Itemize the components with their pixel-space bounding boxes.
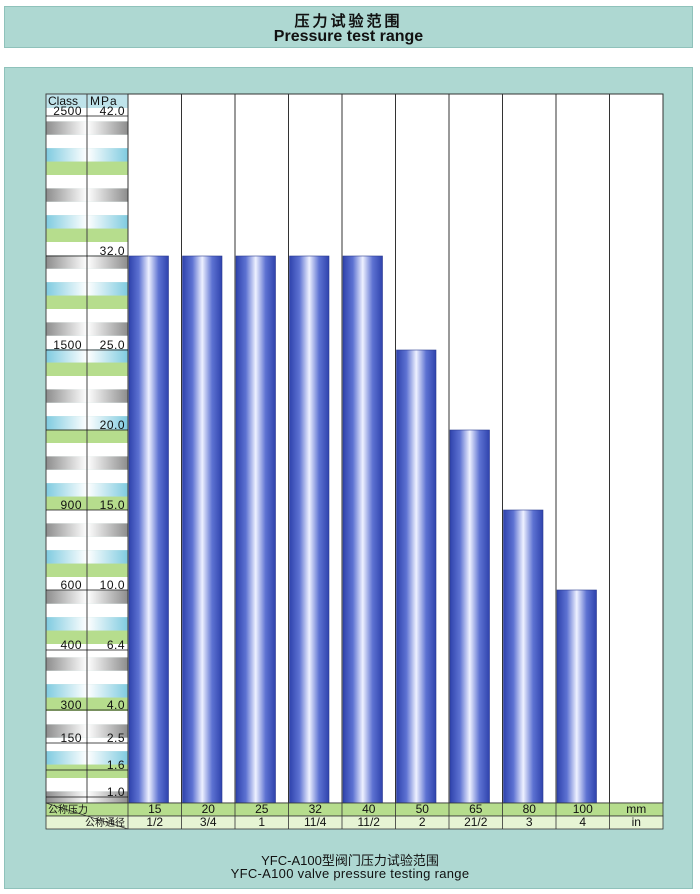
tick-mpa-1.0: 1.0 — [107, 785, 125, 799]
caption-chinese: YFC-A100型阀门压力试验范围 — [261, 853, 439, 868]
xtick-mm: 100 — [573, 802, 593, 816]
tick-mpa-20.0: 20.0 — [100, 418, 125, 432]
xtick-in: 4 — [579, 815, 586, 829]
xtick-mm: 80 — [523, 802, 537, 816]
xlabel-nominal-diameter: 公称通径 — [85, 816, 125, 829]
xtick-in: 3 — [526, 815, 533, 829]
caption-english: YFC-A100 valve pressure testing range — [230, 866, 470, 881]
bar-50 — [396, 349, 437, 804]
tick-class-1500: 1500 — [53, 338, 82, 352]
bar-25 — [235, 255, 276, 804]
tick-class-150: 150 — [60, 731, 82, 745]
bar-20 — [182, 255, 223, 804]
xtick-in: 1/2 — [146, 815, 163, 829]
xtick-mm: 32 — [309, 802, 323, 816]
tick-mpa-10.0: 10.0 — [100, 578, 125, 592]
bar-40 — [342, 255, 383, 804]
title-chinese: 压力试验范围 — [294, 13, 403, 30]
xtick-mm: 25 — [255, 802, 269, 816]
xtick-in: 3/4 — [200, 815, 217, 829]
tick-class-2500: 2500 — [53, 104, 82, 118]
tick-mpa-4.0: 4.0 — [107, 698, 125, 712]
tick-mpa-6.4: 6.4 — [107, 638, 125, 652]
tick-class-400: 400 — [60, 638, 82, 652]
xtick-mm: 15 — [148, 802, 162, 816]
title-english: Pressure test range — [273, 28, 424, 45]
xtick-in: 21/2 — [464, 815, 488, 829]
tick-mpa-15.0: 15.0 — [100, 498, 125, 512]
ylabel-mpa: MPa — [90, 94, 118, 108]
bar-65 — [449, 429, 490, 804]
xtick-mm: 50 — [416, 802, 430, 816]
tick-mpa-42.0: 42.0 — [100, 104, 125, 118]
tick-class-600: 600 — [60, 578, 82, 592]
tick-mpa-32.0: 32.0 — [100, 244, 125, 258]
xtick-mm: 40 — [362, 802, 376, 816]
tick-class-300: 300 — [60, 698, 82, 712]
unit-in: in — [632, 815, 641, 829]
bar-100 — [556, 589, 597, 804]
xtick-mm: 65 — [469, 802, 483, 816]
xtick-in: 2 — [419, 815, 426, 829]
bar-15 — [128, 255, 169, 804]
xtick-in: 11/2 — [358, 815, 381, 829]
xtick-mm: 20 — [202, 802, 216, 816]
bar-80 — [503, 509, 544, 804]
xlabel-nominal-pressure: 公称压力 — [48, 803, 88, 816]
ylabel-class: Class — [48, 94, 78, 108]
bar-32 — [289, 255, 330, 804]
tick-mpa-1.6: 1.6 — [107, 758, 125, 772]
xtick-in: 1 — [258, 815, 265, 829]
unit-mm: mm — [626, 802, 646, 816]
tick-mpa-25.0: 25.0 — [100, 338, 125, 352]
xtick-in: 11/4 — [304, 815, 327, 829]
header-bar: 压力试验范围 Pressure test range — [4, 6, 693, 48]
tick-class-900: 900 — [60, 498, 82, 512]
tick-mpa-2.5: 2.5 — [107, 731, 125, 745]
